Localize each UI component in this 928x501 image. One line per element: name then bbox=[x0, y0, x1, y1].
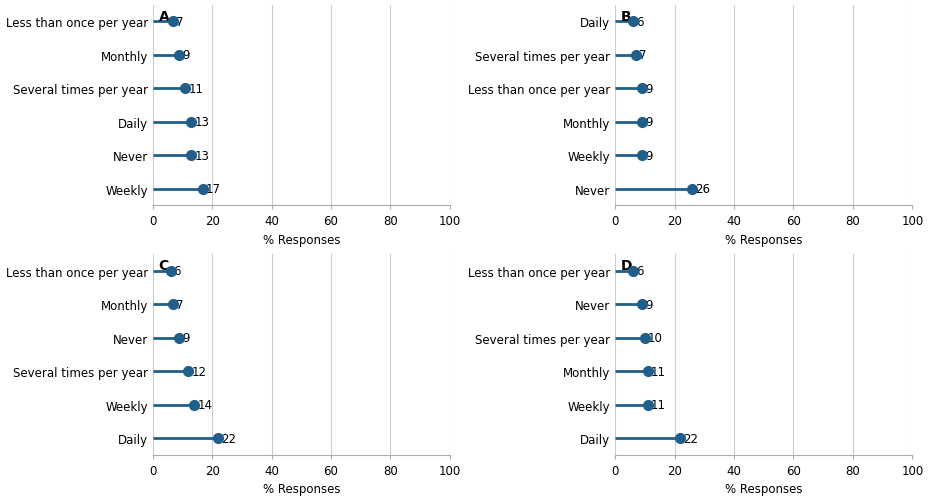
Text: 6: 6 bbox=[174, 265, 181, 278]
Text: 11: 11 bbox=[650, 398, 665, 411]
X-axis label: % Responses: % Responses bbox=[724, 482, 802, 495]
Text: 9: 9 bbox=[182, 332, 189, 345]
Text: 14: 14 bbox=[197, 398, 212, 411]
Text: 6: 6 bbox=[635, 265, 643, 278]
Text: 7: 7 bbox=[638, 49, 646, 62]
Text: 22: 22 bbox=[683, 432, 698, 445]
Text: 6: 6 bbox=[635, 16, 643, 29]
Text: 9: 9 bbox=[644, 116, 651, 129]
Text: 9: 9 bbox=[644, 149, 651, 162]
Text: 9: 9 bbox=[644, 83, 651, 96]
Text: 26: 26 bbox=[694, 183, 710, 195]
Text: 17: 17 bbox=[206, 183, 221, 195]
Text: 12: 12 bbox=[191, 365, 206, 378]
Text: 13: 13 bbox=[194, 149, 209, 162]
Text: 7: 7 bbox=[176, 16, 184, 29]
X-axis label: % Responses: % Responses bbox=[263, 482, 340, 495]
Text: C: C bbox=[159, 259, 169, 273]
Text: 11: 11 bbox=[188, 83, 203, 96]
Text: D: D bbox=[620, 259, 632, 273]
Text: 9: 9 bbox=[182, 49, 189, 62]
Text: 7: 7 bbox=[176, 298, 184, 311]
Text: 13: 13 bbox=[194, 116, 209, 129]
Text: 11: 11 bbox=[650, 365, 665, 378]
X-axis label: % Responses: % Responses bbox=[263, 233, 340, 246]
Text: 22: 22 bbox=[221, 432, 236, 445]
Text: A: A bbox=[159, 10, 169, 24]
Text: B: B bbox=[620, 10, 631, 24]
Text: 9: 9 bbox=[644, 298, 651, 311]
Text: 10: 10 bbox=[647, 332, 662, 345]
X-axis label: % Responses: % Responses bbox=[724, 233, 802, 246]
